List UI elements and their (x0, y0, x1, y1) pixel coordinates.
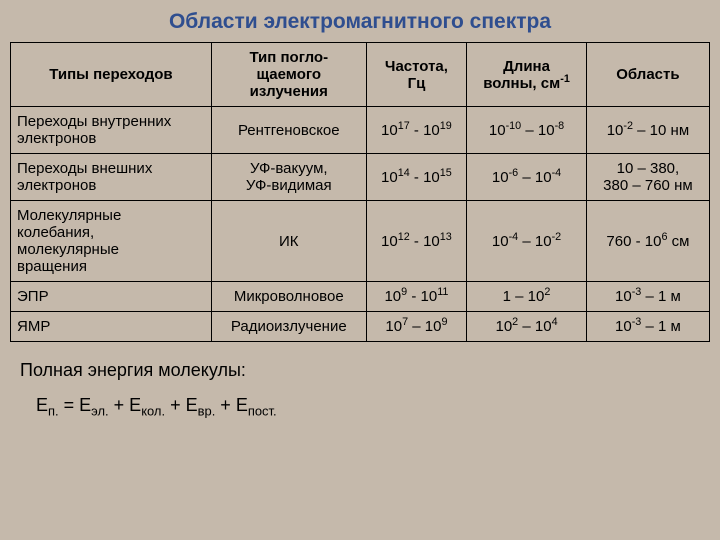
cell-radiation: Радиоизлучение (211, 312, 366, 342)
table-row: ЭПР Микроволновое 109 - 1011 1 – 102 10-… (11, 282, 710, 312)
table-row: Молекулярныеколебания,молекулярныевращен… (11, 201, 710, 282)
cell-region: 10 – 380,380 – 760 нм (586, 154, 709, 201)
cell-transition: Молекулярныеколебания,молекулярныевращен… (11, 201, 212, 282)
header-transitions: Типы переходов (11, 43, 212, 107)
cell-radiation: Микроволновое (211, 282, 366, 312)
cell-wavelength: 10-6 – 10-4 (467, 154, 587, 201)
cell-frequency: 1017 - 1019 (366, 107, 467, 154)
cell-region: 10-2 – 10 нм (586, 107, 709, 154)
cell-wavelength: 10-4 – 10-2 (467, 201, 587, 282)
cell-radiation: ИК (211, 201, 366, 282)
cell-region: 760 - 106 см (586, 201, 709, 282)
cell-wavelength: 102 – 104 (467, 312, 587, 342)
spectrum-table: Типы переходов Тип погло- щаемого излуче… (10, 42, 710, 342)
table-header-row: Типы переходов Тип погло- щаемого излуче… (11, 43, 710, 107)
energy-formula: Еп. = Еэл. + Екол. + Евр. + Епост. (0, 385, 720, 416)
cell-transition: Переходы внутреннихэлектронов (11, 107, 212, 154)
table-row: Переходы внешнихэлектронов УФ-вакуум,УФ-… (11, 154, 710, 201)
cell-frequency: 1014 - 1015 (366, 154, 467, 201)
cell-transition: ЯМР (11, 312, 212, 342)
cell-frequency: 1012 - 1013 (366, 201, 467, 282)
header-region: Область (586, 43, 709, 107)
cell-radiation: Рентгеновское (211, 107, 366, 154)
cell-region: 10-3 – 1 м (586, 312, 709, 342)
header-wavelength: Длина волны, см-1 (467, 43, 587, 107)
table-row: ЯМР Радиоизлучение 107 – 109 102 – 104 1… (11, 312, 710, 342)
energy-caption: Полная энергия молекулы: (0, 342, 720, 385)
header-frequency: Частота, Гц (366, 43, 467, 107)
cell-transition: ЭПР (11, 282, 212, 312)
header-radiation-type: Тип погло- щаемого излучения (211, 43, 366, 107)
cell-radiation: УФ-вакуум,УФ-видимая (211, 154, 366, 201)
page-title: Области электромагнитного спектра (0, 0, 720, 42)
cell-frequency: 109 - 1011 (366, 282, 467, 312)
cell-wavelength: 10-10 – 10-8 (467, 107, 587, 154)
cell-region: 10-3 – 1 м (586, 282, 709, 312)
cell-frequency: 107 – 109 (366, 312, 467, 342)
cell-wavelength: 1 – 102 (467, 282, 587, 312)
table-row: Переходы внутреннихэлектронов Рентгеновс… (11, 107, 710, 154)
cell-transition: Переходы внешнихэлектронов (11, 154, 212, 201)
